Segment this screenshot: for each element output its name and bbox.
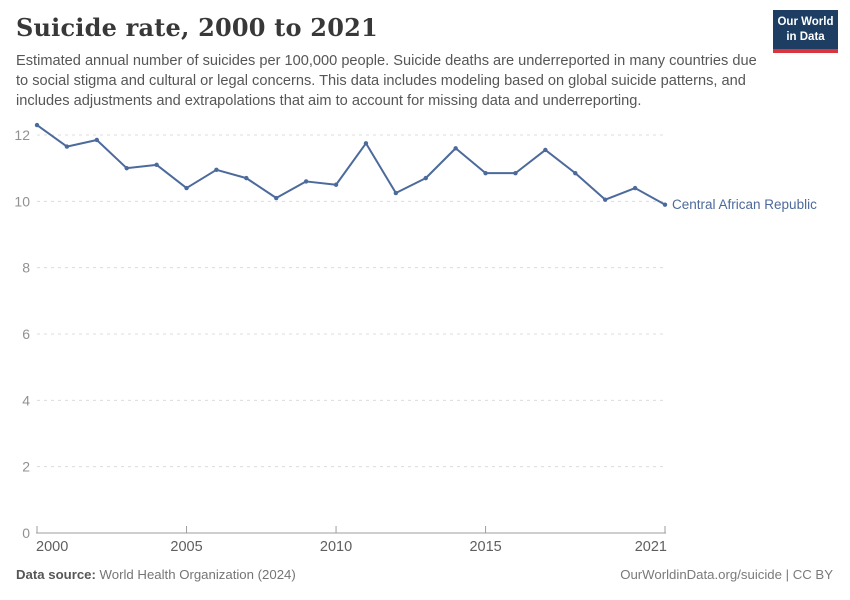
y-tick-label: 10 <box>14 193 30 209</box>
data-point[interactable] <box>543 147 548 153</box>
x-tick-label: 2005 <box>170 539 202 555</box>
data-point[interactable] <box>124 165 129 171</box>
credit-link[interactable]: OurWorldinData.org/suicide | CC BY <box>620 567 833 582</box>
y-tick-label: 6 <box>22 326 30 342</box>
x-tick-label: 2000 <box>36 539 68 555</box>
data-source-value: World Health Organization (2024) <box>95 567 296 582</box>
x-tick-label: 2015 <box>469 539 501 555</box>
data-point[interactable] <box>393 190 399 196</box>
data-point[interactable] <box>423 175 428 181</box>
data-point[interactable] <box>453 146 458 151</box>
owid-logo[interactable]: Our World in Data <box>773 10 838 53</box>
series-label: Central African Republic <box>672 197 817 212</box>
y-tick-label: 2 <box>22 459 30 475</box>
data-point[interactable] <box>214 167 219 173</box>
data-point[interactable] <box>333 182 339 187</box>
chart-footer: Data source: World Health Organization (… <box>16 567 833 582</box>
x-tick-label: 2021 <box>635 539 667 555</box>
data-point[interactable] <box>94 137 100 143</box>
data-point[interactable] <box>274 195 279 201</box>
data-point[interactable] <box>154 162 159 168</box>
data-point[interactable] <box>483 170 488 176</box>
data-point[interactable] <box>34 122 40 128</box>
logo-line1: Our World <box>777 15 834 28</box>
chart-header: Suicide rate, 2000 to 2021 Estimated ann… <box>16 13 764 111</box>
y-tick-label: 0 <box>22 525 30 541</box>
y-tick-label: 12 <box>14 127 30 143</box>
data-point[interactable] <box>602 197 608 202</box>
y-tick-label: 8 <box>22 260 30 276</box>
data-point[interactable] <box>363 141 369 146</box>
data-point[interactable] <box>662 202 668 207</box>
data-point[interactable] <box>632 185 638 191</box>
data-point[interactable] <box>573 170 578 176</box>
y-tick-label: 4 <box>22 392 30 408</box>
page-title: Suicide rate, 2000 to 2021 <box>16 13 378 42</box>
line-chart[interactable]: 0 2 4 6 8 10 12 2000 2005 2010 2015 2021 Central Afr… <box>0 110 850 565</box>
data-source: Data source: World Health Organization (… <box>16 567 296 582</box>
data-point[interactable] <box>64 144 70 149</box>
data-line <box>36 124 666 206</box>
chart-subtitle: Estimated annual number of suicides per … <box>16 53 757 110</box>
data-point[interactable] <box>303 179 309 184</box>
data-source-label: Data source: <box>16 567 96 582</box>
data-point[interactable] <box>513 170 518 176</box>
data-point[interactable] <box>184 185 189 191</box>
data-point[interactable] <box>244 175 249 181</box>
logo-line2: in Data <box>786 30 825 43</box>
x-tick-label: 2010 <box>320 539 352 555</box>
